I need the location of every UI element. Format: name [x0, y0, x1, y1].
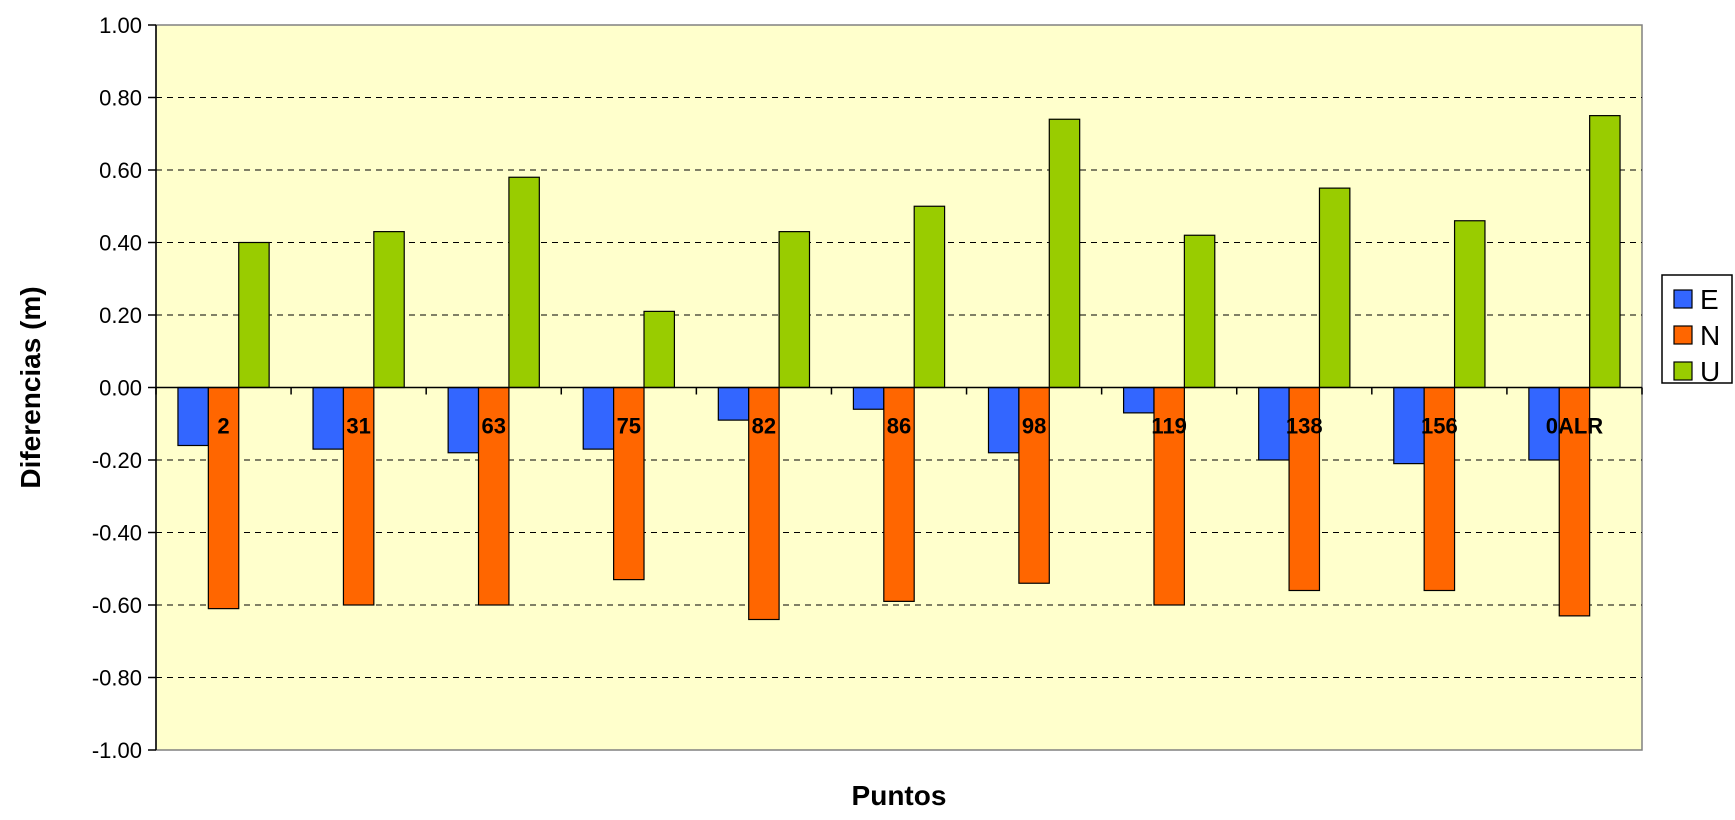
x-tick-label: 138	[1286, 414, 1323, 439]
bar-u-63	[508, 176, 540, 389]
bar-e-156	[1393, 386, 1425, 465]
bar-e-138	[1258, 386, 1290, 461]
y-tick-label: 0.40	[99, 231, 142, 256]
bar-u-86	[913, 205, 946, 389]
bar-e-119	[1122, 386, 1155, 414]
bar-u-0alr	[1589, 115, 1621, 389]
x-tick-label: 156	[1421, 414, 1458, 439]
bar-u-2	[238, 241, 270, 389]
bar-e-75	[582, 386, 615, 450]
category-labels: 2 31 63 75 82 86 98 119 138 156 0ALR	[217, 414, 1603, 439]
bar-e-2	[177, 386, 209, 447]
legend: ENU	[1661, 274, 1733, 387]
bar-n-98	[1018, 386, 1050, 584]
x-tick-label: 86	[887, 414, 911, 439]
x-tick-label: 98	[1022, 414, 1046, 439]
bar-n-156	[1423, 386, 1456, 592]
bar-u-31	[373, 231, 405, 389]
y-tick-label: 0.60	[99, 158, 142, 183]
y-axis-title: Diferencias (m)	[15, 286, 46, 488]
y-tick-label: -0.60	[92, 593, 142, 618]
y-tick-label: -1.00	[92, 738, 142, 763]
bar-n-63	[477, 386, 510, 606]
bar-u-98	[1048, 118, 1081, 389]
x-tick-label: 0ALR	[1546, 414, 1604, 439]
y-tick-label: -0.20	[92, 448, 142, 473]
bar-e-31	[312, 386, 345, 450]
legend-swatch-u	[1673, 361, 1693, 381]
legend-swatch-n	[1673, 325, 1693, 345]
bar-u-75	[643, 310, 676, 389]
bar-e-98	[987, 386, 1020, 454]
x-tick-label: 63	[481, 414, 505, 439]
y-tick-label: -0.40	[92, 521, 142, 546]
legend-label-e: E	[1700, 284, 1719, 315]
bar-e-63	[447, 386, 480, 454]
x-tick-label: 119	[1151, 414, 1187, 439]
x-tick-label: 2	[217, 414, 229, 439]
bar-u-82	[778, 231, 811, 389]
bar-n-2	[207, 386, 240, 610]
bar-n-82	[748, 386, 780, 621]
bar-u-156	[1453, 220, 1486, 389]
bar-e-0alr	[1528, 386, 1560, 461]
bar-u-138	[1318, 187, 1351, 389]
x-tick-label: 75	[617, 414, 641, 439]
x-tick-label: 31	[346, 414, 370, 439]
x-tick-label: 82	[752, 414, 776, 439]
bars	[155, 115, 1643, 621]
legend-swatch-e	[1673, 289, 1693, 309]
bar-e-82	[717, 386, 750, 421]
bar-e-86	[852, 386, 885, 410]
x-axis-title: Puntos	[852, 780, 947, 811]
legend-label-u: U	[1700, 356, 1720, 387]
y-tick-label: -0.80	[92, 666, 142, 691]
legend-label-n: N	[1700, 320, 1720, 351]
legend-box	[1661, 274, 1733, 384]
y-axis: 1.00 0.80 0.60 0.40 0.20 0.00 -0.20 -0.40 -0.60 -…	[92, 13, 157, 763]
y-tick-label: 1.00	[99, 13, 142, 38]
bar-n-31	[342, 386, 375, 606]
y-tick-label: 0.80	[99, 86, 142, 111]
y-tick-label: 0.00	[99, 376, 142, 401]
bar-u-119	[1183, 234, 1216, 389]
y-tick-label: 0.20	[99, 303, 142, 328]
bar-n-75	[613, 386, 645, 581]
